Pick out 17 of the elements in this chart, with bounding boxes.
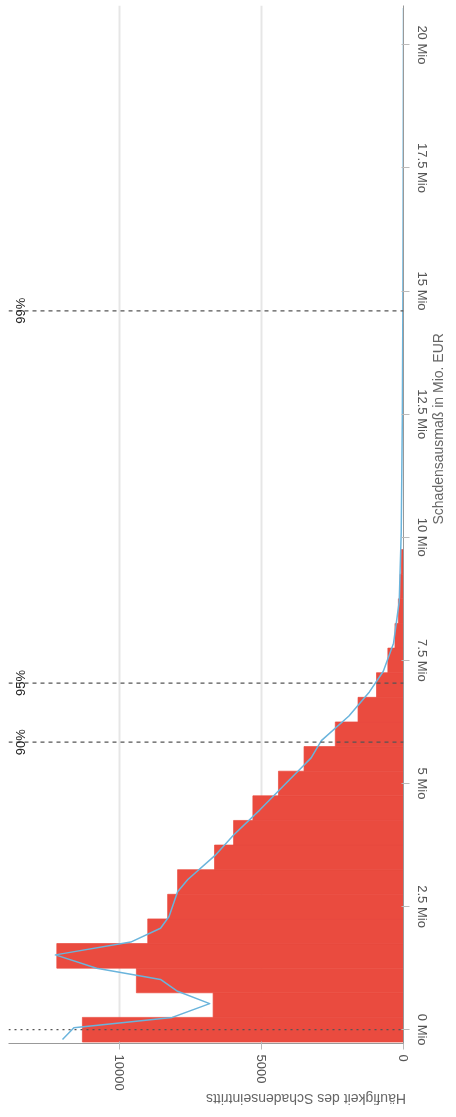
y-tick-label: 12.5 Mio <box>414 389 430 440</box>
y-tick-label: 10 Mio <box>414 517 430 557</box>
x-axis-title: Häufigkeit des Schadenseintritts <box>206 1090 406 1107</box>
x-tick-label: 10000 <box>111 1054 127 1091</box>
annotation: 99% <box>12 297 28 324</box>
y-tick-label: 20 Mio <box>414 25 430 65</box>
y-tick-label: 17.5 Mio <box>414 143 430 193</box>
y-tick-label: 15 Mio <box>414 271 430 311</box>
y-axis-title: Schadensausmaß in Mio. EUR <box>429 333 446 525</box>
x-tick-label: 5000 <box>253 1054 269 1084</box>
y-tick-label: 0 Mio <box>414 1013 430 1046</box>
y-tick-label: 7.5 Mio <box>414 639 430 682</box>
y-tick-label: 5 Mio <box>414 767 430 800</box>
annotation: 95% <box>12 669 28 697</box>
y-tick-label: 2.5 Mio <box>414 885 430 928</box>
x-tick-label: 0 <box>396 1054 411 1062</box>
annotation: 90% <box>12 728 28 756</box>
